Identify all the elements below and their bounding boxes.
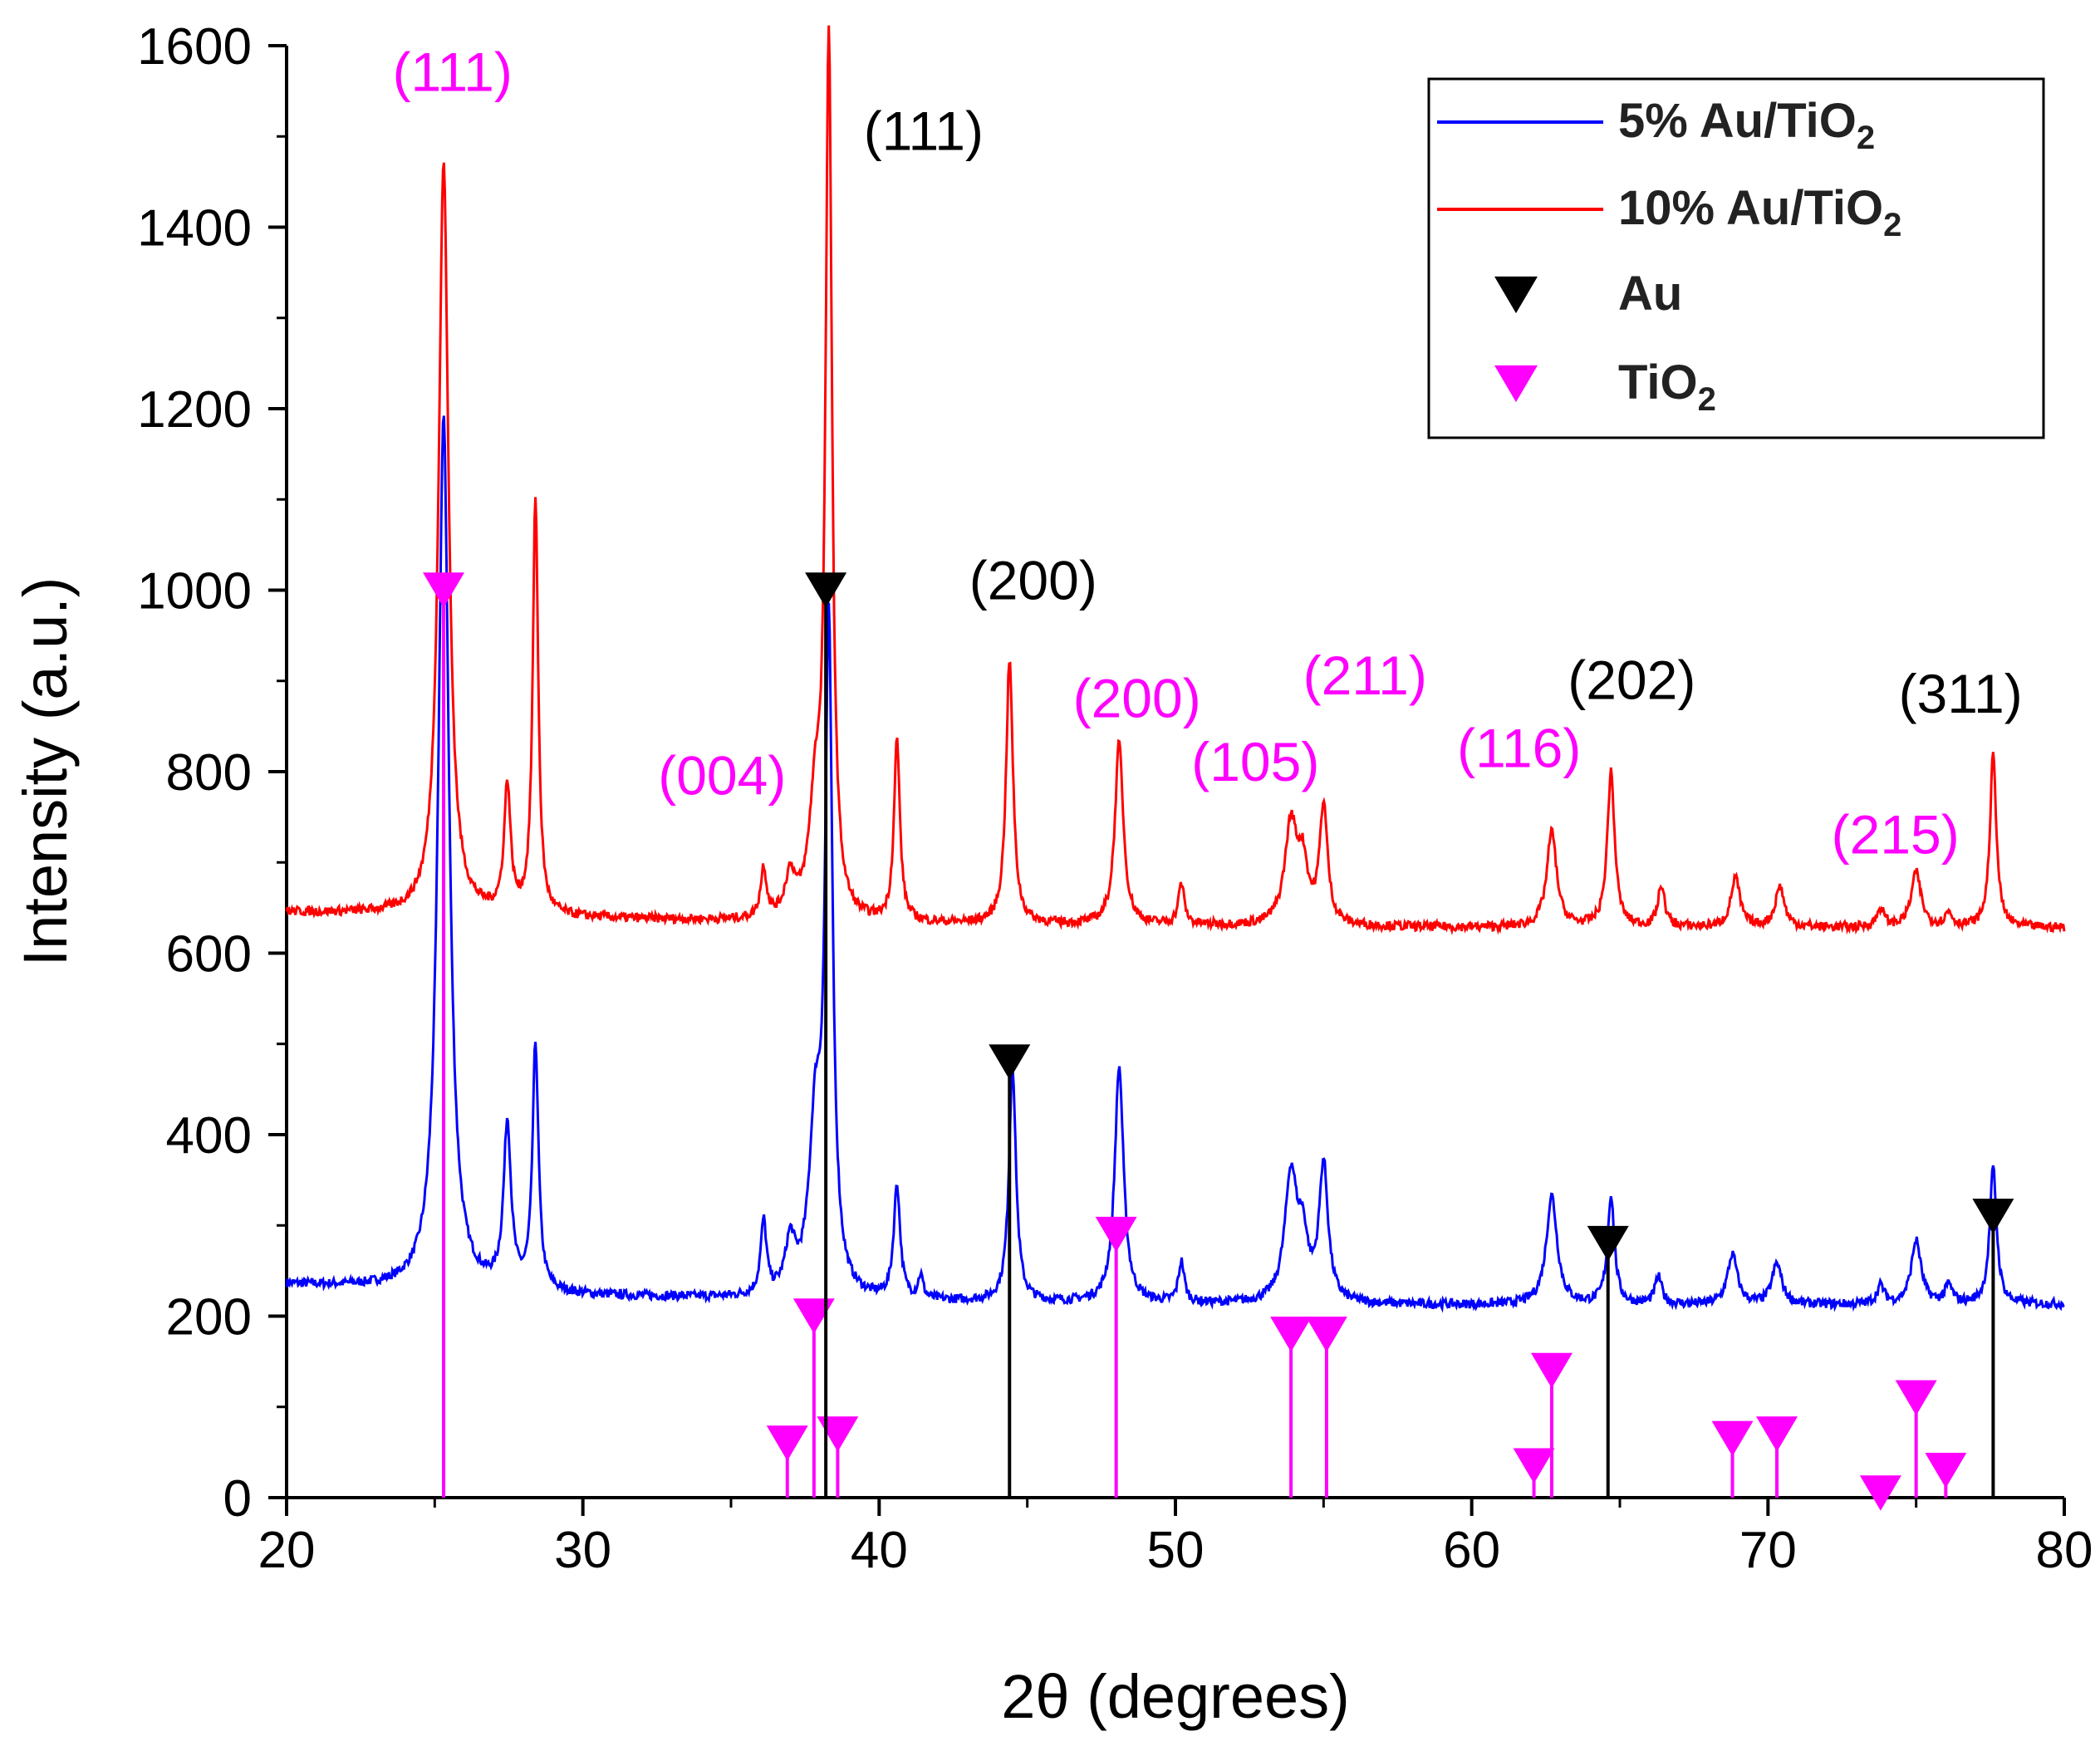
y-tick-label: 400 (166, 1107, 252, 1165)
y-tick-label: 1400 (137, 200, 252, 257)
y-axis-title: Intensity (a.u.) (11, 577, 80, 967)
series-group (285, 25, 2066, 1313)
peak-label: (311) (1899, 663, 2023, 724)
peak-label: (004) (658, 744, 786, 806)
series-line-5pct (285, 415, 2065, 1313)
y-tick-label: 1200 (137, 381, 252, 439)
peak-label: (200) (1073, 667, 1201, 728)
tio2-marker (766, 1425, 808, 1461)
legend-label: TiO2 (1618, 356, 1716, 418)
x-tick-label: 20 (258, 1522, 316, 1579)
au-marker (1587, 1225, 1629, 1262)
au-marker (989, 1044, 1031, 1080)
peak-annotations: (111)(111)(200)(004)(200)(105)(211)(116)… (393, 42, 2023, 866)
legend-label-subscript: 2 (1883, 207, 1901, 243)
x-tick-label: 80 (2036, 1522, 2093, 1579)
tio2-marker (1095, 1216, 1137, 1253)
tio2-marker (1925, 1452, 1967, 1489)
tio2-marker (1895, 1380, 1937, 1416)
peak-label: (111) (393, 42, 513, 103)
tio2-marker (1513, 1448, 1555, 1484)
legend-label-main: 5% Au/TiO (1618, 94, 1857, 148)
legend-marker-swatch (1494, 365, 1538, 403)
tio2-marker (1530, 1352, 1573, 1389)
peak-label: (215) (1832, 803, 1960, 865)
peak-label: (211) (1303, 645, 1427, 706)
legend-label-subscript: 2 (1857, 120, 1875, 156)
y-tick-label: 600 (166, 926, 252, 983)
legend-marker-swatch (1494, 276, 1538, 314)
legend-label: Au (1618, 267, 1682, 321)
series-line-10pct (285, 25, 2066, 936)
peak-label: (200) (969, 549, 1097, 611)
tio2-marker (1711, 1420, 1754, 1457)
y-tick-label: 200 (166, 1289, 252, 1346)
y-tick-label: 0 (223, 1470, 252, 1528)
au-marker (805, 572, 847, 608)
tio2-marker (1756, 1416, 1798, 1452)
tio2-marker (1305, 1317, 1347, 1352)
legend-label-main: TiO (1618, 356, 1698, 410)
au-marker (1972, 1199, 2014, 1234)
x-tick-label: 30 (554, 1522, 611, 1579)
tio2-marker (1859, 1475, 1901, 1511)
tio2-marker (817, 1416, 859, 1452)
peak-label: (105) (1191, 731, 1319, 792)
legend-label-main: 10% Au/TiO (1618, 181, 1883, 235)
peak-label: (116) (1457, 718, 1581, 779)
tio2-marker (1270, 1317, 1312, 1352)
x-tick-label: 50 (1147, 1522, 1205, 1579)
tio2-marker (792, 1298, 835, 1334)
axes: 0 200 400 600 800 1000 1200 1400 1600 20 30 40 50 60 7… (137, 18, 2093, 1579)
x-tick-label: 60 (1443, 1522, 1500, 1579)
reference-sticks (423, 572, 2014, 1511)
x-tick-label: 40 (851, 1522, 908, 1579)
peak-label: (202) (1568, 650, 1695, 711)
legend-label-subscript: 2 (1698, 381, 1716, 418)
peak-label: (111) (864, 101, 984, 162)
legend-label-main: Au (1618, 267, 1682, 321)
legend-box (1427, 77, 2045, 439)
x-axis-title: 2θ (degrees) (1001, 1662, 1350, 1731)
y-tick-label: 1000 (137, 563, 252, 620)
y-tick-label: 1600 (137, 18, 252, 76)
tio2-marker (423, 572, 465, 608)
legend-label: 5% Au/TiO2 (1618, 94, 1875, 156)
legend-label: 10% Au/TiO2 (1618, 181, 1901, 243)
x-tick-label: 70 (1739, 1522, 1797, 1579)
y-tick-label: 800 (166, 744, 252, 802)
